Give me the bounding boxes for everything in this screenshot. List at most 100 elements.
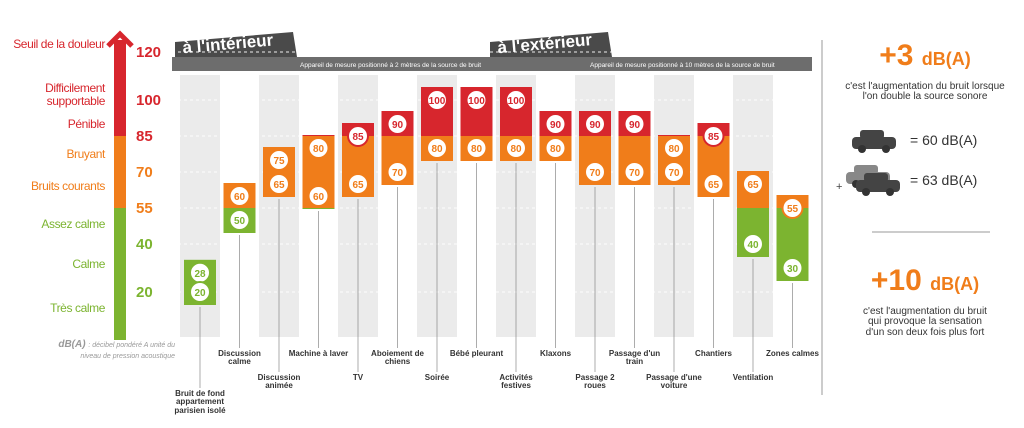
unit-text: : décibel pondéré A unité du niveau de p… bbox=[80, 342, 175, 360]
value-label: 85 bbox=[708, 132, 720, 143]
car-wheel bbox=[886, 188, 894, 196]
scale-arrow bbox=[106, 30, 134, 48]
value-label: 65 bbox=[352, 180, 364, 191]
value-circle bbox=[307, 185, 330, 207]
value-label: 80 bbox=[550, 144, 562, 155]
plus10-block: +10 dB(A) c'est l'augmentation du bruit … bbox=[840, 265, 1010, 338]
value-circle bbox=[623, 161, 646, 183]
car-wheel bbox=[882, 145, 890, 153]
value-label: 90 bbox=[589, 120, 601, 131]
value-circle bbox=[702, 173, 725, 195]
two-cars-text: = 63 dB(A) bbox=[910, 172, 978, 188]
value-label: 30 bbox=[787, 264, 799, 275]
item-label: Machine à laver bbox=[288, 349, 349, 358]
value-label: 80 bbox=[510, 144, 522, 155]
value-circle bbox=[702, 125, 725, 147]
unit-note: dB(A) : décibel pondéré A unité du nivea… bbox=[40, 339, 175, 361]
value-circle bbox=[584, 161, 606, 183]
scale-bar bbox=[114, 40, 126, 136]
level-label: Difficilement supportable bbox=[45, 81, 105, 108]
car-icon bbox=[864, 173, 888, 182]
item-label: Passage d'un train bbox=[608, 349, 661, 367]
value-label: 85 bbox=[352, 132, 364, 143]
item-label: Discussion animée bbox=[257, 373, 301, 391]
value-circle bbox=[268, 149, 290, 171]
value-circle bbox=[742, 173, 764, 195]
value-circle bbox=[663, 161, 685, 183]
bar-segment bbox=[658, 135, 690, 136]
item-label: Chantiers bbox=[695, 349, 732, 358]
value-label: 55 bbox=[787, 204, 799, 215]
value-label: 28 bbox=[194, 269, 206, 280]
value-label: 70 bbox=[392, 168, 404, 179]
value-circle bbox=[465, 89, 488, 111]
value-label: 75 bbox=[273, 156, 285, 167]
value-circle bbox=[781, 197, 804, 219]
car-icon bbox=[860, 130, 884, 139]
value-label: 100 bbox=[429, 96, 446, 107]
value-circle bbox=[386, 113, 409, 135]
y-tick-label: 70 bbox=[136, 164, 153, 181]
plus3-head: +3 bbox=[879, 39, 914, 72]
item-label: Passage d'une voiture bbox=[646, 373, 702, 391]
value-circle bbox=[268, 173, 290, 195]
one-car-text: = 60 dB(A) bbox=[910, 132, 978, 148]
value-label: 100 bbox=[468, 96, 485, 107]
bar-segment bbox=[302, 208, 335, 209]
value-circle bbox=[505, 137, 527, 159]
value-label: 65 bbox=[747, 180, 759, 191]
value-label: 80 bbox=[431, 144, 443, 155]
level-label: Calme bbox=[72, 257, 105, 271]
section-tag-bg bbox=[490, 32, 612, 57]
value-circle bbox=[347, 125, 369, 147]
item-label: TV bbox=[352, 373, 364, 382]
value-circle bbox=[544, 113, 567, 135]
item-label: Activités festives bbox=[499, 373, 533, 391]
plus3-block: +3 dB(A) c'est l'augmentation du bruit l… bbox=[840, 40, 1010, 103]
item-label: Soirée bbox=[424, 373, 450, 382]
value-circle bbox=[781, 257, 804, 279]
car-icon bbox=[854, 165, 878, 174]
value-label: 70 bbox=[589, 168, 601, 179]
item-label: Discussion calme bbox=[218, 349, 261, 367]
item-label: Passage 2 roues bbox=[575, 373, 615, 391]
value-circle bbox=[584, 113, 606, 135]
value-label: 80 bbox=[668, 144, 680, 155]
value-label: 50 bbox=[234, 216, 246, 227]
value-circle bbox=[663, 137, 685, 159]
y-tick-label: 85 bbox=[136, 128, 153, 145]
value-label: 65 bbox=[273, 180, 285, 191]
plus3-unit: dB(A) bbox=[921, 49, 971, 69]
y-tick-label: 120 bbox=[136, 44, 161, 61]
value-label: 90 bbox=[550, 120, 562, 131]
value-label: 90 bbox=[392, 120, 404, 131]
section-tag-bg bbox=[175, 32, 297, 57]
value-label: 60 bbox=[234, 192, 246, 203]
scale-bar bbox=[114, 208, 126, 340]
value-circle bbox=[623, 113, 646, 135]
level-label: Bruyant bbox=[66, 147, 105, 161]
y-tick-label: 100 bbox=[136, 92, 161, 109]
value-label: 40 bbox=[747, 240, 759, 251]
section-note: Appareil de mesure positionné à 10 mètre… bbox=[590, 62, 775, 69]
plus3-text: c'est l'augmentation du bruit lorsque l'… bbox=[845, 80, 1005, 102]
scale-bar bbox=[114, 136, 126, 208]
plus10-unit: dB(A) bbox=[930, 274, 980, 294]
value-label: 70 bbox=[629, 168, 641, 179]
plus10-head: +10 bbox=[870, 264, 922, 297]
value-label: 100 bbox=[508, 96, 525, 107]
item-label: Ventilation bbox=[732, 373, 774, 382]
value-label: 80 bbox=[471, 144, 483, 155]
header-band bbox=[172, 57, 812, 71]
item-label: Bruit de fond appartement parisien isolé bbox=[174, 389, 226, 415]
level-label: Pénible bbox=[67, 117, 106, 131]
level-label: Seuil de la douleur bbox=[13, 37, 105, 51]
value-circle bbox=[189, 281, 211, 303]
value-circle bbox=[465, 137, 488, 159]
level-label: Assez calme bbox=[41, 217, 105, 231]
item-label: Zones calmes bbox=[766, 349, 819, 358]
y-tick-label: 40 bbox=[136, 236, 153, 253]
value-circle bbox=[228, 185, 251, 207]
